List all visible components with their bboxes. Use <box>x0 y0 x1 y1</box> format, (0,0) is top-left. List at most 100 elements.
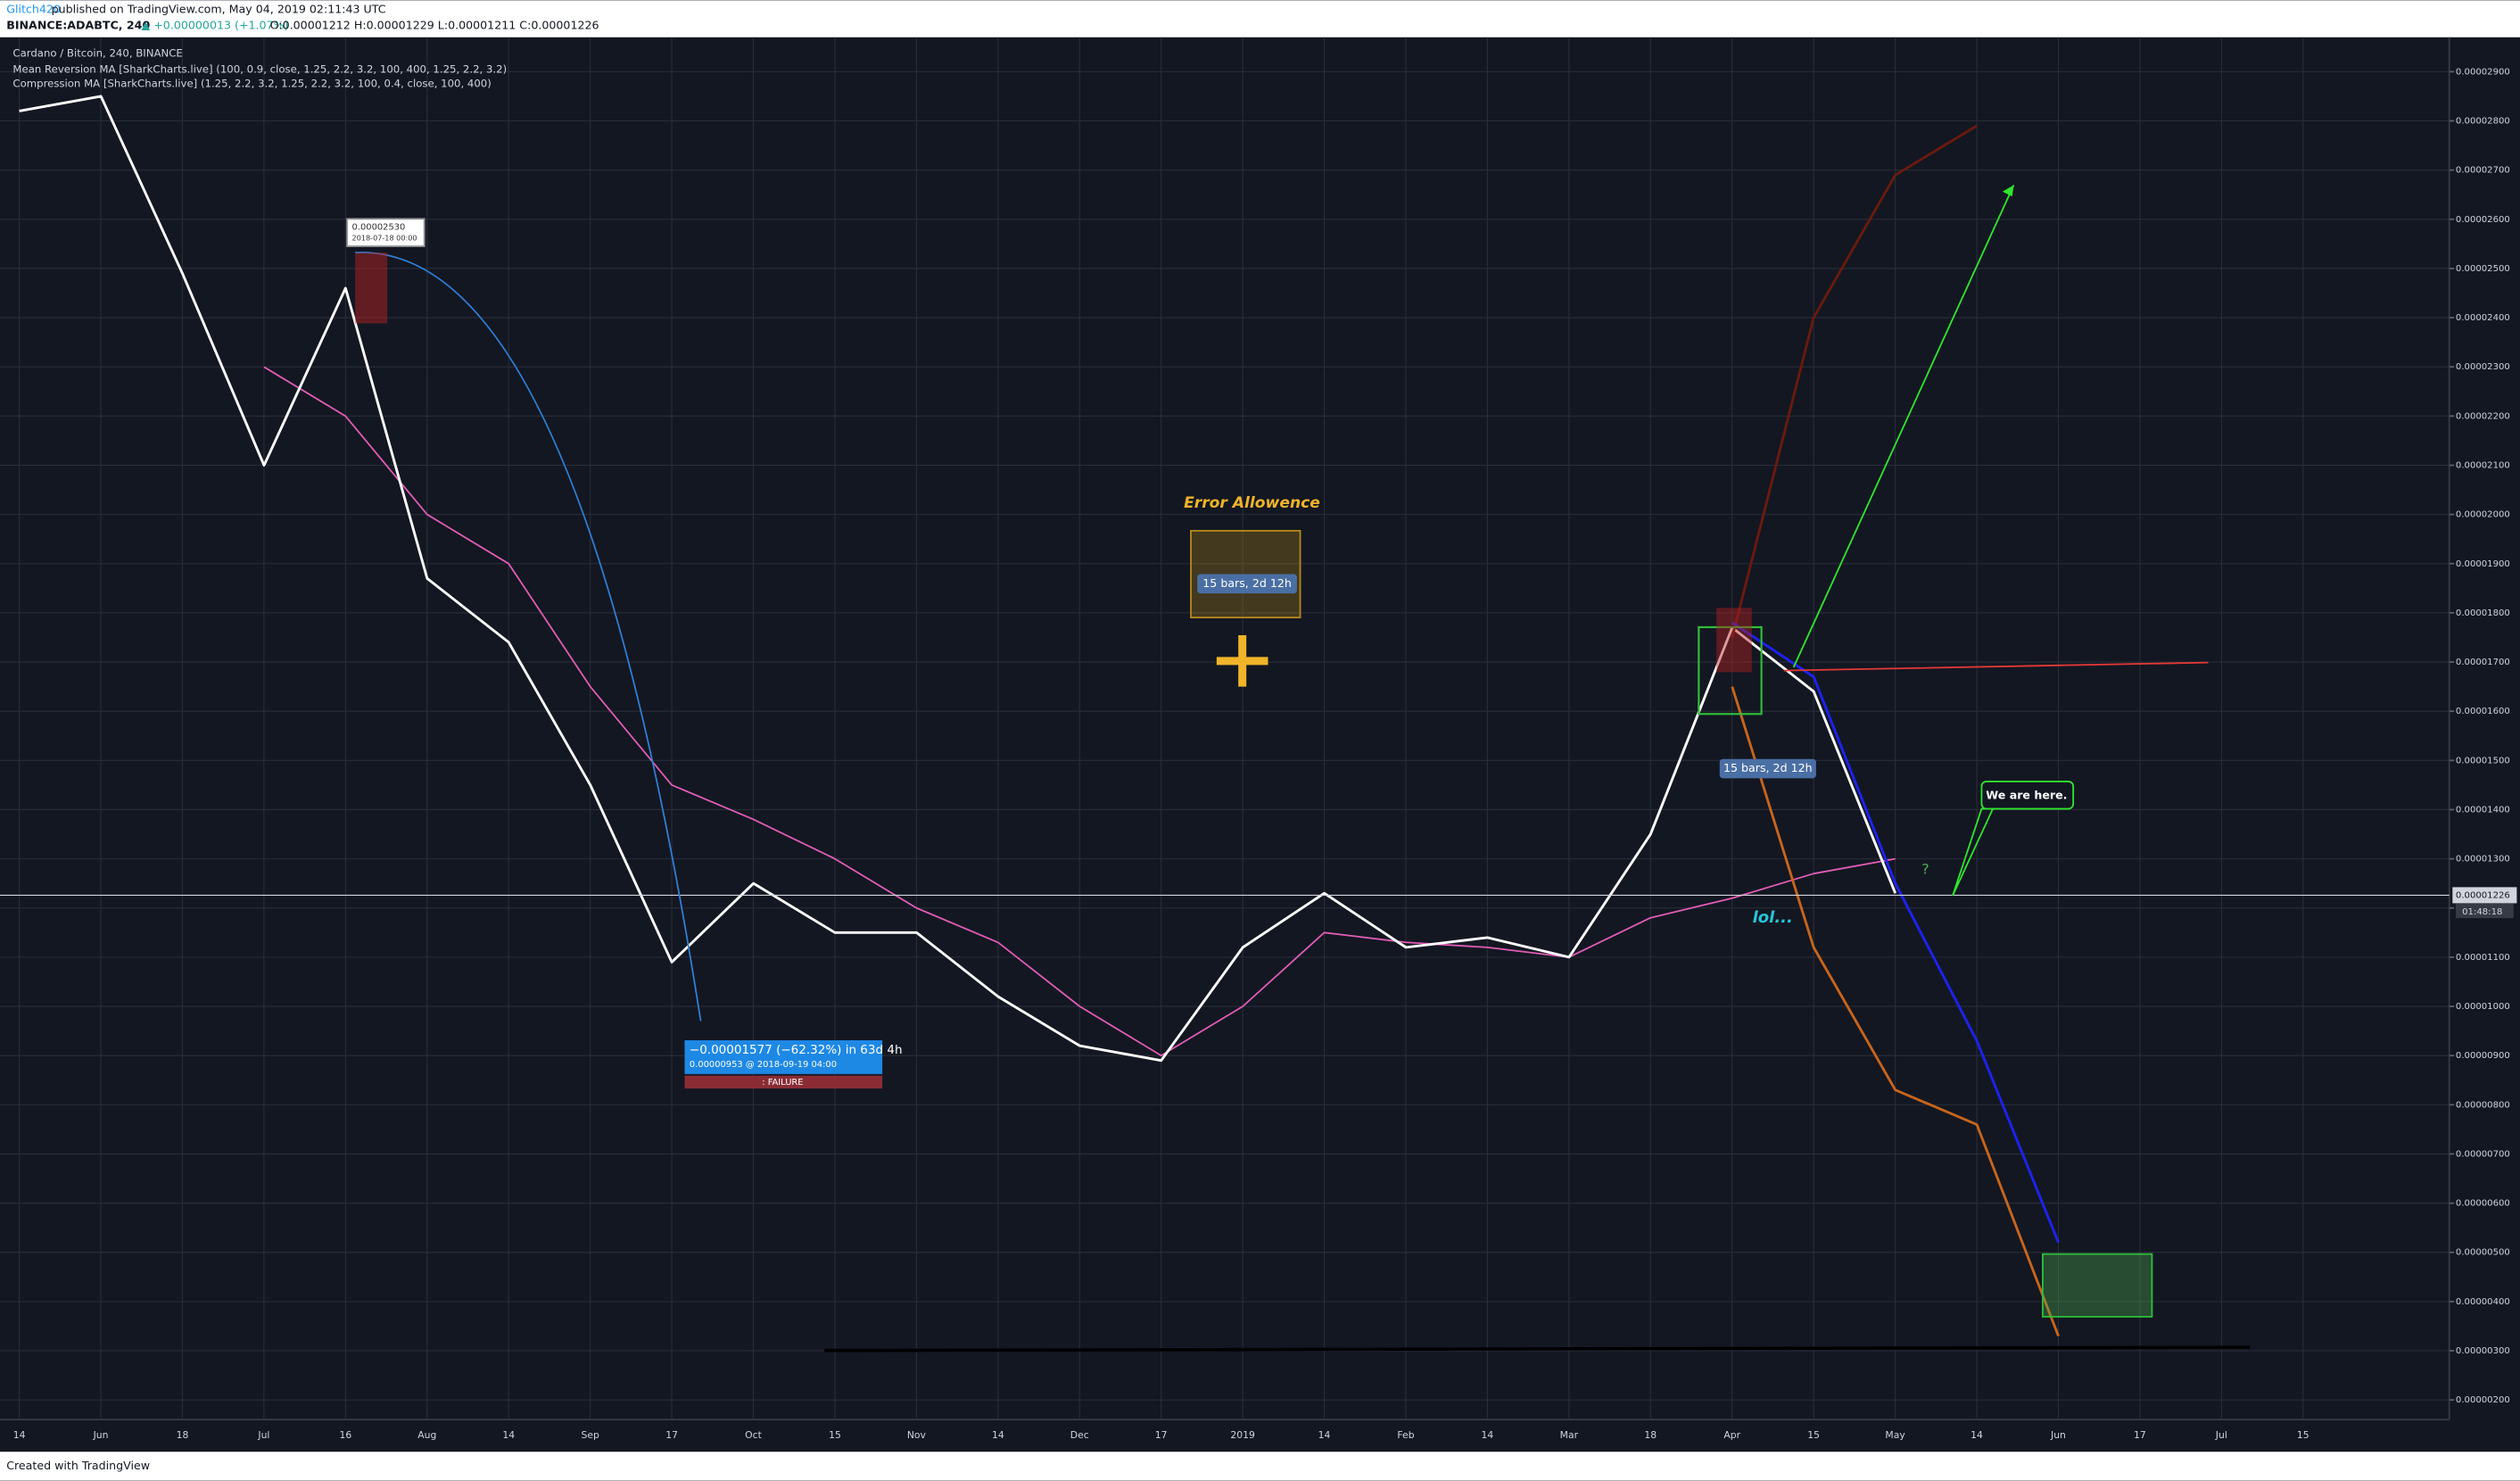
y-tick-label: 0.00000700 <box>2456 1149 2510 1159</box>
x-tick-label: 18 <box>1644 1429 1657 1441</box>
y-tick-label: 0.00001900 <box>2456 559 2510 569</box>
change: ▲ +0.00000013 (+1.07%) <box>142 19 289 32</box>
y-tick-label: 0.00000200 <box>2456 1395 2510 1405</box>
x-tick-label: Aug <box>417 1429 436 1441</box>
y-tick-label: 0.00001700 <box>2456 658 2510 667</box>
price-line <box>1731 124 1978 638</box>
failure-label <box>684 1075 883 1089</box>
x-tick-label: 14 <box>1971 1429 1983 1441</box>
x-tick-label: Dec <box>1070 1429 1089 1441</box>
arrow <box>1792 185 2015 668</box>
x-tick-label: 14 <box>502 1429 515 1441</box>
target-box <box>2042 1253 2153 1318</box>
annotation: 2018-07-18 00:00 <box>352 233 417 242</box>
x-tick-label: Nov <box>907 1429 927 1441</box>
y-tick-label: 0.00002800 <box>2456 117 2510 127</box>
y-tick-label: 0.00002500 <box>2456 264 2510 274</box>
footer-bar <box>0 1452 2520 1481</box>
annotation: 0.00000953 @ 2018-09-19 04:00 <box>690 1060 837 1070</box>
grid: 0.00002900 0.00002800 0.00002700 0.00002600… <box>0 37 2510 1441</box>
countdown: 01:48:18 <box>2462 907 2502 917</box>
box <box>1716 608 1752 673</box>
y-tick-label: 0.00002600 <box>2456 215 2510 225</box>
y-tick-label: 0.00002000 <box>2456 510 2510 520</box>
y-tick-label: 0.00002400 <box>2456 313 2510 323</box>
callout <box>1980 781 2075 810</box>
annotation: : FAILURE <box>762 1078 803 1088</box>
series: 0.00001226 <box>0 95 2517 1337</box>
x-tick-label: 15 <box>2297 1429 2309 1441</box>
price-line <box>1731 621 2060 1244</box>
y-tick-label: 0.00001000 <box>2456 1002 2510 1012</box>
author[interactable]: Glitch420 <box>6 3 61 16</box>
price-note <box>346 218 426 247</box>
x-tick-label: 14 <box>1318 1429 1331 1441</box>
y-tick-label: 0.00001600 <box>2456 707 2510 716</box>
x-tick-label: Mar <box>1560 1429 1579 1441</box>
annotation: Error Allowence <box>1184 494 1320 512</box>
y-tick-label: 0.00001100 <box>2456 953 2510 963</box>
x-tick-label: Jun <box>2050 1429 2066 1441</box>
annotation: ? <box>1921 861 1929 878</box>
x-tick-label: 15 <box>1807 1429 1820 1441</box>
x-tick-label: 14 <box>1482 1429 1494 1441</box>
x-tick-label: 17 <box>1155 1429 1168 1441</box>
price-line <box>263 366 1896 1057</box>
box <box>1698 625 1763 716</box>
y-tick-label: 0.00000400 <box>2456 1297 2510 1307</box>
countdown-bg <box>2455 903 2514 919</box>
y-tick-label: 0.00001800 <box>2456 608 2510 618</box>
label-bg <box>1719 758 1816 779</box>
y-tick-label: 0.00002100 <box>2456 460 2510 470</box>
y-tick-label: 0.00001400 <box>2456 805 2510 815</box>
y-tick-label: 0.00002200 <box>2456 411 2510 421</box>
annotation: 15 bars, 2d 12h <box>1723 761 1813 774</box>
x-tick-label: Jun <box>93 1429 109 1441</box>
legend-entry: Cardano / Bitcoin, 240, BINANCE <box>12 46 182 59</box>
x-tick-label: 14 <box>13 1429 26 1441</box>
x-tick-label: Sep <box>581 1429 599 1441</box>
annotation: 15 bars, 2d 12h <box>1202 576 1292 590</box>
annotation: lol... <box>1753 908 1793 927</box>
y-tick-label: 0.00001300 <box>2456 855 2510 865</box>
legend-entry: Compression MA [SharkCharts.live] (1.25,… <box>12 78 491 90</box>
symbol: BINANCE:ADABTC, 240 <box>6 19 150 32</box>
ohlc: O:0.00001212 H:0.00001229 L:0.00001211 C… <box>270 19 599 32</box>
resistance-line <box>1783 661 2209 672</box>
y-tick-label: 0.00000800 <box>2456 1100 2510 1110</box>
x-tick-label: 16 <box>339 1429 351 1441</box>
y-tick-label: 0.00001500 <box>2456 756 2510 765</box>
x-tick-label: 15 <box>829 1429 841 1441</box>
last-price-label: 0.00001226 <box>2456 890 2510 900</box>
x-tick-label: Oct <box>745 1429 762 1441</box>
published: published on TradingView.com, May 04, 20… <box>52 3 386 16</box>
y-tick-label: 0.00000900 <box>2456 1051 2510 1061</box>
x-tick-label: 18 <box>177 1429 189 1441</box>
annotation: −0.00001577 (−62.32%) in 63d 4h <box>690 1043 903 1057</box>
x-tick-label: Jul <box>2215 1429 2227 1441</box>
measure-arc <box>355 252 702 1022</box>
last-price-bg <box>2452 887 2517 904</box>
y-tick-label: 0.00000300 <box>2456 1346 2510 1356</box>
arrow-head <box>2002 185 2014 197</box>
x-tick-label: Apr <box>1723 1429 1740 1441</box>
x-tick-label: Feb <box>1397 1429 1414 1441</box>
y-tick-label: 0.00002300 <box>2456 362 2510 372</box>
y-tick-label: 0.00002700 <box>2456 166 2510 176</box>
header-bar <box>0 0 2520 37</box>
x-tick-label: Jul <box>257 1429 269 1441</box>
y-tick-label: 0.00000500 <box>2456 1248 2510 1258</box>
y-tick-label: 0.00000600 <box>2456 1199 2510 1209</box>
x-tick-label: 2019 <box>1230 1429 1255 1441</box>
box <box>355 252 388 324</box>
measure-label <box>684 1040 883 1074</box>
footer[interactable]: Created with TradingView <box>6 1459 150 1472</box>
support-line <box>824 1345 2251 1353</box>
price-line <box>1731 686 2060 1337</box>
annotation: We are here. <box>1986 789 2067 802</box>
callout-tail <box>1952 807 1995 897</box>
x-tick-label: 14 <box>992 1429 1004 1441</box>
annotation: 0.00002530 <box>352 222 406 232</box>
